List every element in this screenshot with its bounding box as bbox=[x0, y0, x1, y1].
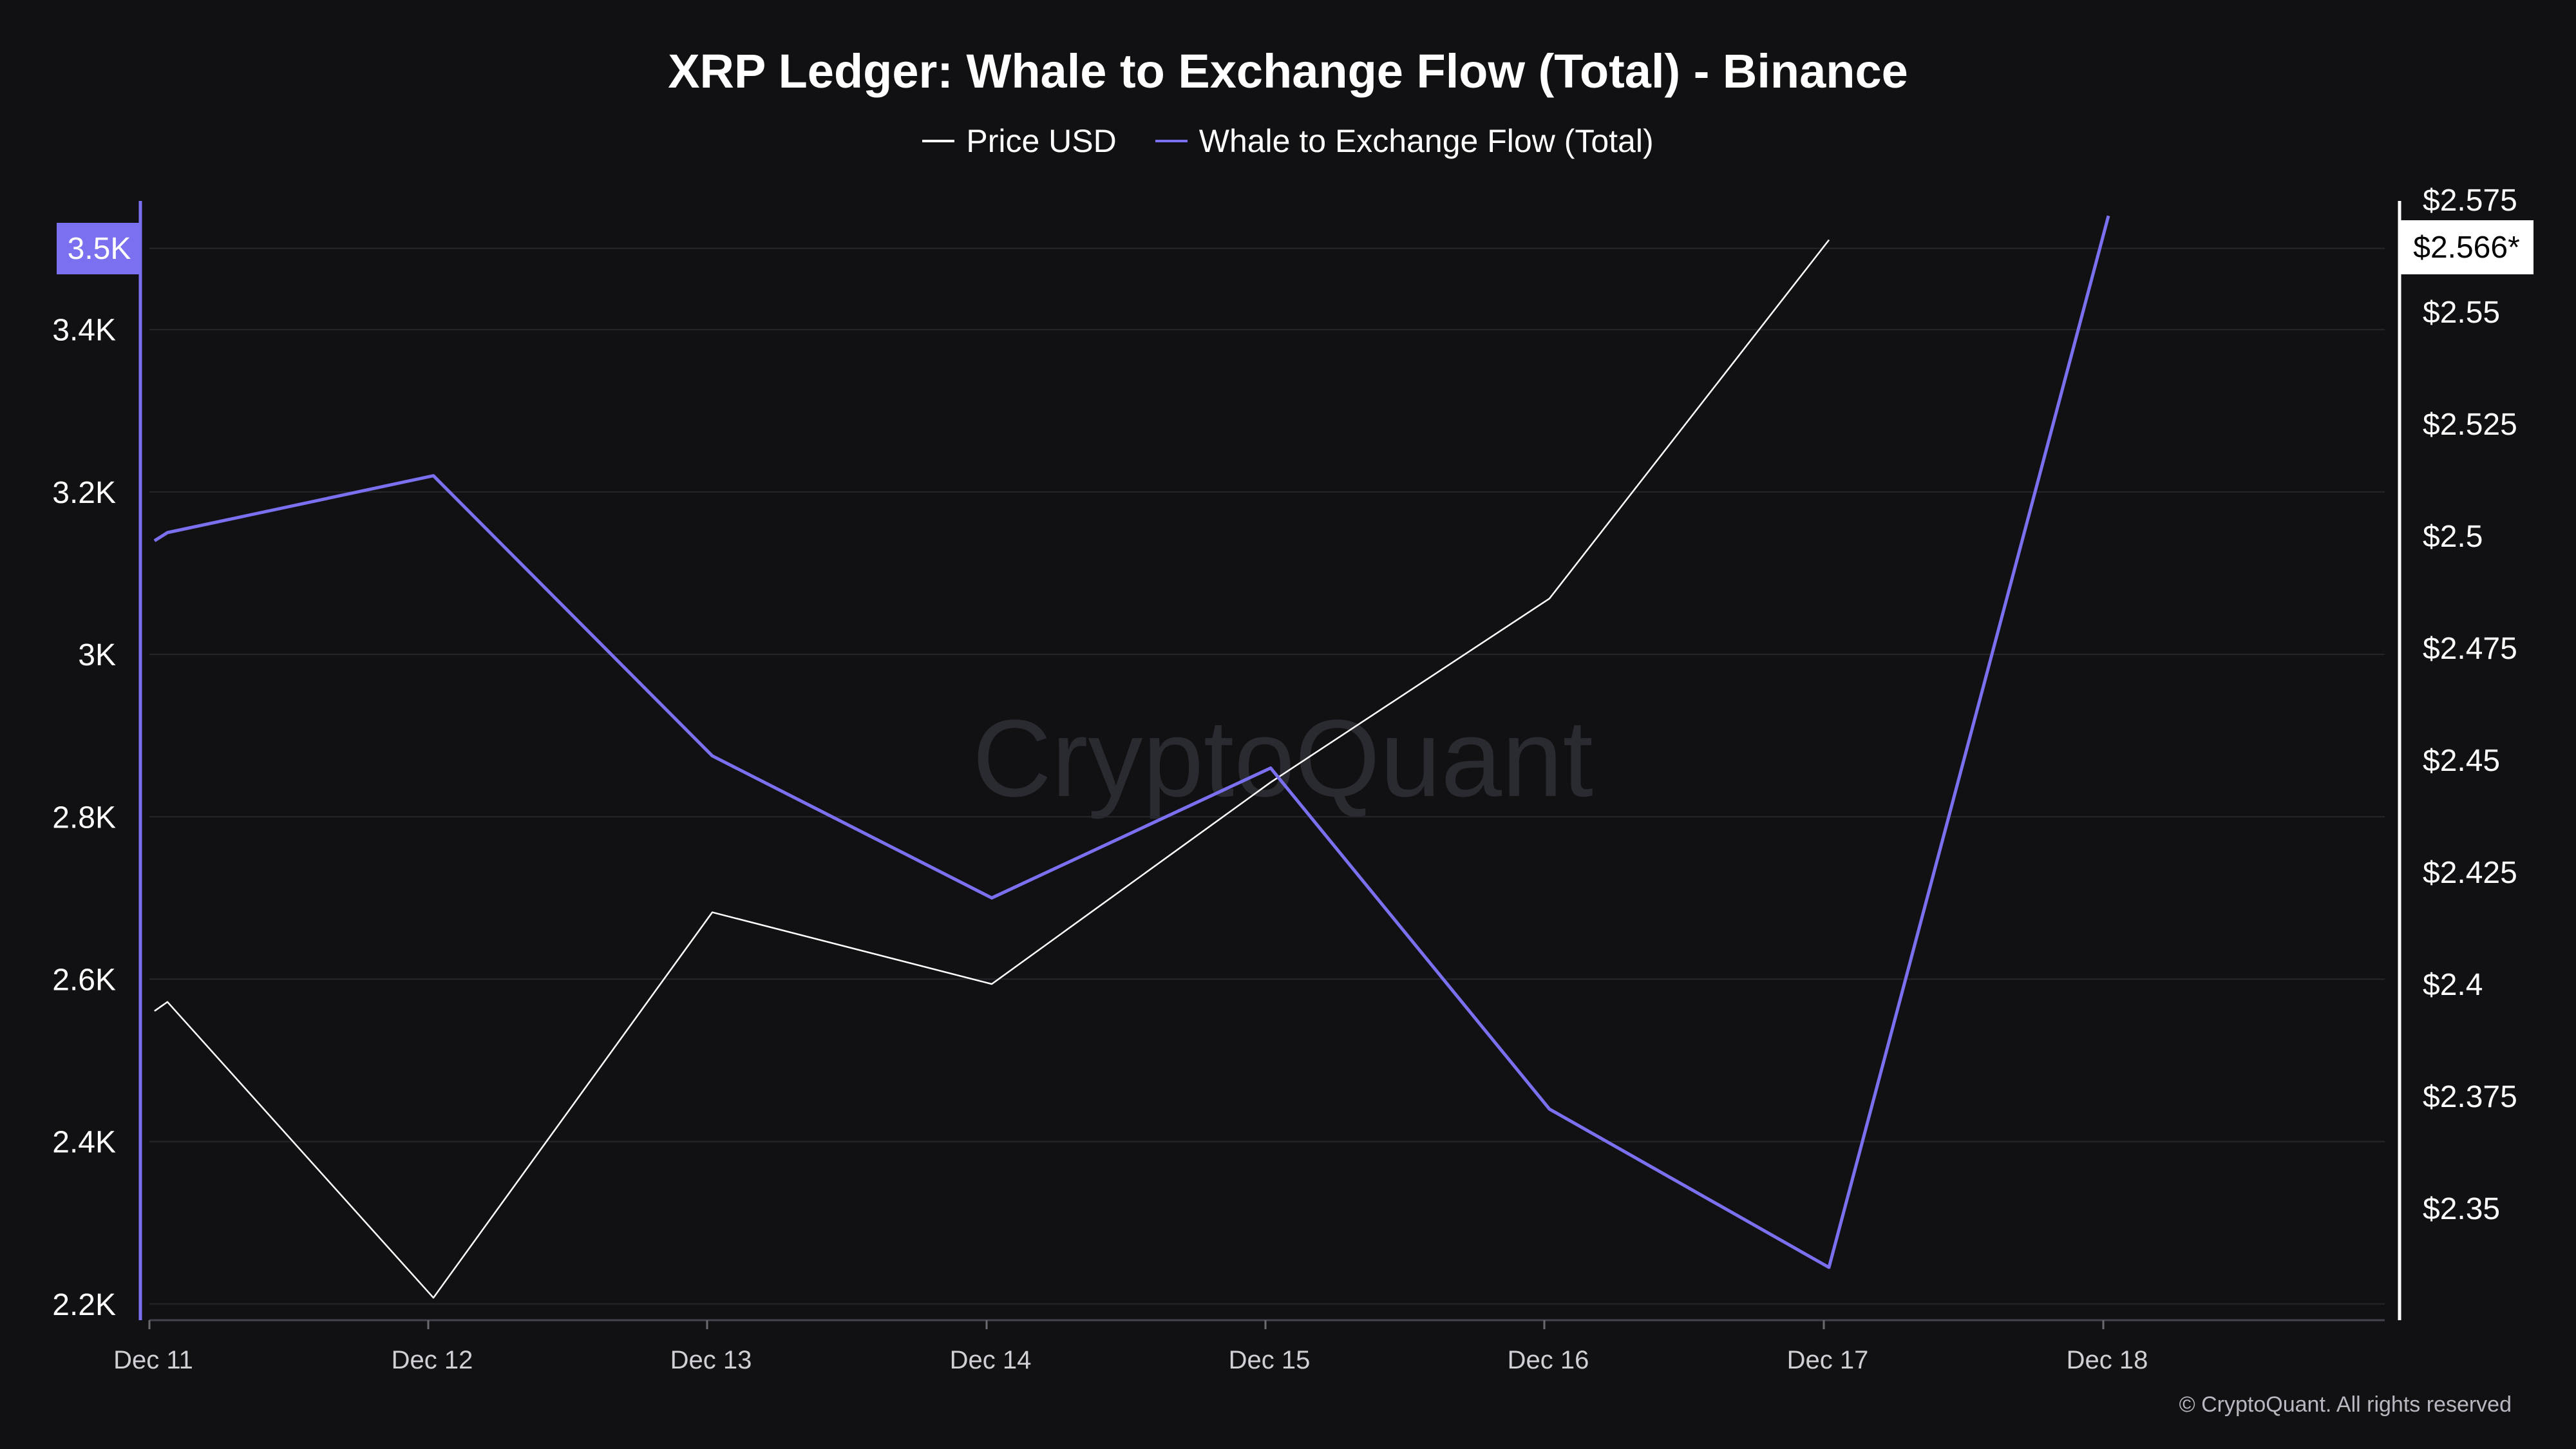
watermark: CryptoQuant bbox=[972, 697, 1593, 820]
legend-label-price: Price USD bbox=[966, 123, 1117, 159]
legend: Price USD Whale to Exchange Flow (Total) bbox=[0, 122, 2576, 160]
x-axis-tick-label: Dec 16 bbox=[1508, 1346, 1589, 1374]
x-axis-tick-label: Dec 12 bbox=[392, 1346, 473, 1374]
price-usd-point bbox=[712, 912, 713, 913]
x-axis-tick-label: Dec 18 bbox=[2067, 1346, 2148, 1374]
legend-swatch-price bbox=[922, 140, 955, 142]
whale-flow-line bbox=[153, 215, 2110, 1269]
left-axis-last-value-badge: 3.5K bbox=[57, 223, 142, 274]
price-usd-point bbox=[167, 1001, 168, 1003]
right-axis-tick-label: $2.45 bbox=[2423, 744, 2500, 778]
left-axis-tick-label: 3.2K bbox=[52, 476, 116, 510]
whale-flow-point bbox=[712, 755, 713, 757]
legend-swatch-whale-flow bbox=[1155, 140, 1188, 142]
right-axis-tick-label: $2.375 bbox=[2423, 1080, 2517, 1114]
right-axis-tick-label: $2.525 bbox=[2423, 408, 2517, 442]
right-axis-tick-label: $2.425 bbox=[2423, 856, 2517, 890]
whale-flow-point bbox=[1828, 1267, 1830, 1268]
x-axis-tick-label: Dec 14 bbox=[950, 1346, 1032, 1374]
right-axis-tick-label: $2.4 bbox=[2423, 968, 2483, 1002]
x-axis-tick-label: Dec 11 bbox=[113, 1346, 193, 1374]
left-axis-tick-label: 2.2K bbox=[52, 1288, 116, 1322]
legend-label-whale-flow: Whale to Exchange Flow (Total) bbox=[1198, 123, 1654, 159]
right-axis-tick-label: $2.475 bbox=[2423, 632, 2517, 666]
whale-flow-point bbox=[167, 532, 168, 533]
legend-item-whale-flow[interactable]: Whale to Exchange Flow (Total) bbox=[1155, 122, 1654, 160]
right-axis-tick-label: $2.35 bbox=[2423, 1192, 2500, 1226]
right-axis-tick-label: $2.575 bbox=[2423, 184, 2517, 218]
right-axis-last-value-badge: $2.566* bbox=[2400, 220, 2533, 274]
price-usd-point bbox=[1549, 598, 1550, 599]
whale-flow-point bbox=[1549, 1108, 1550, 1110]
x-axis-tick-label: Dec 17 bbox=[1787, 1346, 1869, 1374]
chart-title: XRP Ledger: Whale to Exchange Flow (Tota… bbox=[668, 44, 1908, 98]
price-usd-line bbox=[154, 239, 1830, 1299]
left-axis-tick-label: 3.4K bbox=[52, 314, 116, 348]
left-axis-tick-label: 3K bbox=[78, 638, 116, 672]
left-axis-tick-label: 2.8K bbox=[52, 800, 116, 835]
whale-flow-point bbox=[433, 475, 434, 477]
right-axis-tick-label: $2.5 bbox=[2423, 520, 2483, 554]
legend-item-price[interactable]: Price USD bbox=[922, 122, 1117, 160]
x-axis-tick-label: Dec 13 bbox=[670, 1346, 752, 1374]
left-axis-tick-label: 2.4K bbox=[52, 1126, 116, 1160]
x-axis-tick-label: Dec 15 bbox=[1229, 1346, 1311, 1374]
left-axis-tick-label: 2.6K bbox=[52, 963, 116, 997]
right-axis-tick-label: $2.55 bbox=[2423, 296, 2500, 330]
copyright-notice: © CryptoQuant. All rights reserved bbox=[2179, 1392, 2512, 1417]
